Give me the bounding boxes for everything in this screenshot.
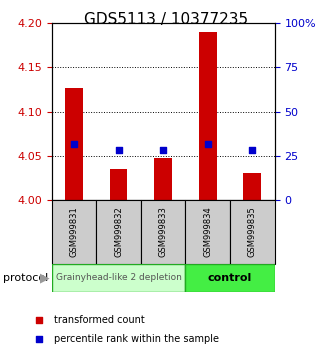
Bar <box>185 200 230 264</box>
Text: ▶: ▶ <box>40 272 50 284</box>
Text: protocol: protocol <box>3 273 49 283</box>
Bar <box>154 159 172 200</box>
Point <box>230 218 236 224</box>
Text: Grainyhead-like 2 depletion: Grainyhead-like 2 depletion <box>56 273 181 282</box>
Text: GDS5113 / 10377235: GDS5113 / 10377235 <box>85 12 248 27</box>
Text: GSM999832: GSM999832 <box>114 206 123 257</box>
Bar <box>96 200 141 264</box>
Point <box>116 147 121 152</box>
Point <box>250 147 255 152</box>
Text: GSM999835: GSM999835 <box>248 206 257 257</box>
Point <box>161 147 166 152</box>
Point <box>71 142 77 147</box>
Point <box>205 142 210 147</box>
Bar <box>141 200 185 264</box>
Text: transformed count: transformed count <box>54 315 145 325</box>
Text: GSM999831: GSM999831 <box>69 206 79 257</box>
Bar <box>65 88 83 200</box>
Text: control: control <box>208 273 252 283</box>
Text: GSM999834: GSM999834 <box>203 206 212 257</box>
Bar <box>110 169 128 200</box>
Bar <box>52 264 185 292</box>
Bar <box>230 200 275 264</box>
Bar <box>199 32 217 200</box>
Text: percentile rank within the sample: percentile rank within the sample <box>54 333 219 344</box>
Bar <box>243 173 261 200</box>
Bar <box>185 264 275 292</box>
Point <box>230 48 236 54</box>
Text: GSM999833: GSM999833 <box>159 206 168 257</box>
Bar <box>52 200 96 264</box>
